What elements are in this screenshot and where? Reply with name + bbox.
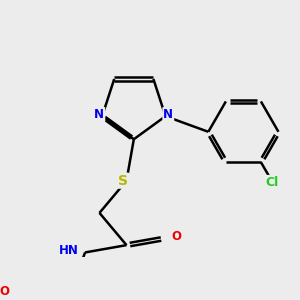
Text: S: S [118, 174, 128, 188]
Text: N: N [163, 108, 173, 121]
Text: O: O [0, 285, 9, 298]
Text: N: N [94, 108, 104, 121]
Text: HN: HN [59, 244, 79, 257]
Text: O: O [172, 230, 182, 243]
Text: Cl: Cl [266, 176, 279, 189]
